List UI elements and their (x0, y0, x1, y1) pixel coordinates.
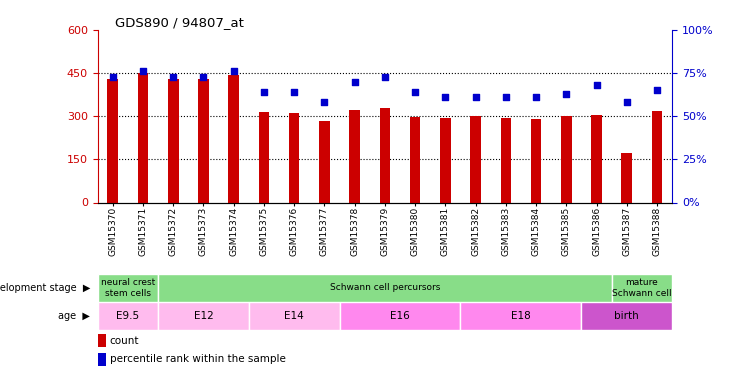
Point (590, 82, 602, 88)
Text: count: count (110, 336, 139, 345)
Bar (107, 79, 118, 203)
Text: E9.5: E9.5 (116, 311, 140, 321)
Bar (410, 117, 421, 202)
Bar (531, 119, 541, 202)
Bar (137, 73, 148, 202)
Bar (591, 115, 602, 202)
Point (409, 89, 421, 95)
Point (469, 94, 481, 100)
Text: Schwann cell percursors: Schwann cell percursors (330, 284, 440, 292)
Text: development stage  ▶: development stage ▶ (0, 283, 90, 293)
Point (318, 99, 330, 105)
Text: E14: E14 (285, 311, 304, 321)
Bar (158, 302, 249, 330)
Bar (440, 118, 451, 202)
Bar (339, 302, 460, 330)
Bar (98, 274, 158, 302)
Bar (158, 274, 611, 302)
Text: birth: birth (614, 311, 639, 321)
Text: mature
Schwann cell: mature Schwann cell (612, 278, 671, 297)
Text: GDS890 / 94807_at: GDS890 / 94807_at (115, 16, 244, 29)
Text: percentile rank within the sample: percentile rank within the sample (110, 354, 285, 364)
Point (560, 91, 572, 97)
Bar (379, 108, 391, 202)
Bar (249, 302, 339, 330)
Point (288, 89, 300, 95)
Text: E18: E18 (511, 311, 531, 321)
Bar (98, 352, 106, 366)
Bar (652, 111, 662, 202)
Bar (98, 302, 158, 330)
Text: E16: E16 (390, 311, 410, 321)
Point (137, 68, 149, 74)
Point (228, 68, 240, 74)
Bar (289, 113, 300, 202)
Bar (198, 79, 209, 203)
Bar (581, 302, 672, 330)
Bar (561, 116, 572, 202)
Bar (501, 118, 511, 202)
Bar (258, 112, 269, 202)
Point (439, 94, 451, 100)
Bar (98, 334, 106, 347)
Text: age  ▶: age ▶ (59, 311, 90, 321)
Point (530, 94, 542, 100)
Bar (460, 302, 581, 330)
Bar (168, 79, 179, 203)
Point (107, 74, 119, 80)
Point (167, 74, 179, 80)
Bar (611, 274, 672, 302)
Text: E12: E12 (194, 311, 213, 321)
Point (258, 89, 270, 95)
Bar (349, 111, 360, 202)
Point (500, 94, 512, 100)
Point (621, 99, 633, 105)
Point (348, 79, 360, 85)
Bar (622, 153, 632, 203)
Bar (319, 121, 330, 202)
Point (379, 74, 391, 80)
Bar (470, 116, 481, 202)
Text: neural crest
stem cells: neural crest stem cells (101, 278, 155, 297)
Point (651, 87, 663, 93)
Point (198, 74, 210, 80)
Bar (228, 75, 239, 202)
